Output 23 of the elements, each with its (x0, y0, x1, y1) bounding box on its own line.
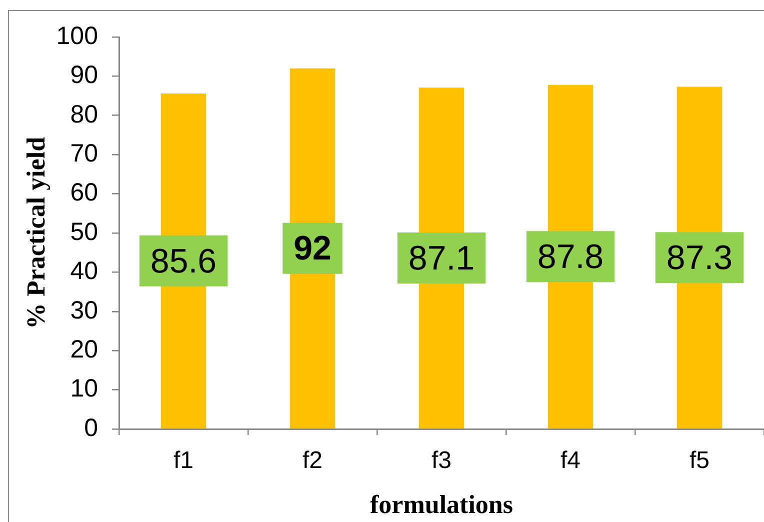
x-tick-label: f3 (431, 447, 452, 474)
y-tick-label: 30 (70, 296, 98, 324)
y-tick-label: 40 (70, 257, 98, 286)
data-label: 85.6 (150, 242, 217, 280)
data-label: 92 (294, 230, 332, 268)
y-tick-label: 90 (70, 61, 98, 90)
y-tick-label: 50 (70, 218, 98, 246)
x-tick-label: f1 (173, 447, 194, 474)
y-tick-label: 80 (70, 100, 98, 128)
x-tick-label: f2 (302, 447, 323, 474)
y-tick-label: 0 (84, 414, 98, 442)
y-tick-label: 70 (70, 139, 98, 168)
y-tick-label: 10 (70, 374, 98, 403)
x-axis-title: formulations (370, 490, 513, 520)
x-tick-label: f4 (560, 447, 581, 474)
y-axis-title: % Practical yield (21, 136, 50, 330)
data-label: 87.8 (537, 238, 604, 276)
x-tick-label: f5 (689, 447, 710, 474)
y-tick-label: 20 (70, 335, 98, 364)
y-tick-label: 100 (56, 22, 98, 50)
data-label: 87.1 (408, 239, 475, 278)
data-label: 87.3 (666, 238, 733, 277)
y-tick-label: 60 (70, 178, 98, 207)
